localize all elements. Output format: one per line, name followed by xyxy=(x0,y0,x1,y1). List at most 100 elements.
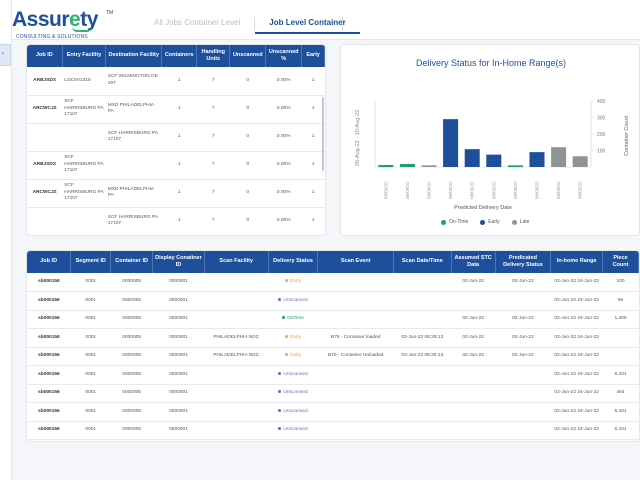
detail-table-cell-disp: 0000001 xyxy=(152,365,205,385)
detail-table-cell-stc: 02-Jun-22 xyxy=(451,273,496,292)
chart-bar xyxy=(421,165,437,167)
job-table-cell-handling: 7 xyxy=(196,67,230,96)
detail-table-cell-event xyxy=(317,384,394,403)
legend-label: Early xyxy=(488,219,500,225)
table-row[interactable]: sb000156 0001 0000005 0000001 PHILADELPHIA N… xyxy=(27,328,639,348)
tab-all-jobs-container-level[interactable]: All Jobs Container Level xyxy=(154,18,241,27)
detail-table-header[interactable]: Delivery Status xyxy=(268,251,319,273)
detail-table-cell-job: sb000156 xyxy=(27,402,71,422)
job-table-cell-job-id: ARCWCJZ xyxy=(27,179,63,208)
detail-table-cell-pred xyxy=(495,384,551,403)
status-badge: Unscanned xyxy=(278,390,308,395)
legend-item[interactable]: On-Time xyxy=(441,219,468,225)
legend-label: On-Time xyxy=(449,219,469,225)
rail-expand-tab[interactable]: › xyxy=(0,44,11,66)
detail-table-header[interactable]: Scan Date/Time xyxy=(393,251,452,273)
table-row[interactable]: ARBJSDX SCF HARRISBURG PA 17107 1 7 0 0.00% 1 xyxy=(27,151,325,180)
status-badge: Unscanned xyxy=(278,409,308,414)
detail-table-cell-stc: 02-Jun-22 xyxy=(451,328,496,348)
table-row[interactable]: sb000156 0001 0000005 0000001 Unscanned 02-Ju… xyxy=(27,365,639,385)
detail-table-header[interactable]: In-home Range xyxy=(550,251,604,273)
detail-table-header[interactable]: Assumed STC Data xyxy=(451,251,496,273)
detail-table-cell-job: sb000156 xyxy=(27,347,71,366)
table-row[interactable]: ARBJSDX LOC6V2318 SCF WILMINGTON DE 197 1 7 0… xyxy=(27,67,325,96)
detail-table-header[interactable]: Scan Event xyxy=(317,251,394,273)
detail-table-cell-pred: 02-Jun-22 xyxy=(495,310,551,329)
x-tick-label: 08/09/22 xyxy=(383,181,388,199)
table-row[interactable]: sb000156 0001 0000005 0000001 Unscanned 02-Ju… xyxy=(27,402,639,422)
table-row[interactable]: sb000156 0001 0000005 0000001 Unscanned 02-Ju… xyxy=(27,421,639,440)
detail-table-cell-pred: 02-Jun-22 xyxy=(495,347,551,366)
table-row[interactable]: sb000156 0001 0000005 0000001 Unscanned 02-Ju… xyxy=(27,291,639,311)
detail-table-cell-seg: 0001 xyxy=(70,384,111,403)
y-tick-label: 100 xyxy=(597,149,606,155)
job-table-cell-containers: 1 xyxy=(161,179,197,208)
detail-table-header[interactable]: Job ID xyxy=(27,251,72,273)
job-table-cell-entry xyxy=(62,123,106,152)
detail-table-header[interactable]: Container ID xyxy=(110,251,154,273)
detail-table-cell-seg: 0001 xyxy=(70,328,111,348)
job-table-header[interactable]: Entry Facility xyxy=(62,45,107,67)
x-tick-label: 08/09/22 xyxy=(427,181,432,199)
detail-table-cell-job: sb000156 xyxy=(27,384,71,403)
detail-table-cell-cid: 0000005 xyxy=(110,273,153,292)
detail-table-cell-stc xyxy=(451,291,496,311)
y-axis-label: Container Count xyxy=(624,115,630,156)
table-row[interactable]: sb000156 0001 0000005 0000001 Early 02-Jun-22… xyxy=(27,273,639,292)
detail-table-cell-pieces xyxy=(602,347,639,366)
in-home-range-cell: 02-Jun-22 24-Jun-22 xyxy=(550,273,603,292)
detail-table-cell-seg: 0001 xyxy=(70,291,111,311)
job-table-header[interactable]: Destination Facility xyxy=(105,45,163,67)
detail-table-header[interactable]: Predicated Delivery Status xyxy=(495,251,552,273)
x-tick-label: 08/09/22 xyxy=(578,181,583,199)
job-table-cell-dest: SCF WILMINGTON DE 197 xyxy=(105,67,162,96)
chart-bar xyxy=(443,119,459,167)
x-tick-label: 08/09/22 xyxy=(556,181,561,199)
table-row[interactable]: sb000156 0001 0000005 0000001 Unscanned 02-Ju… xyxy=(27,384,639,403)
table-row[interactable]: SCF HARRISBURG PA 17107 1 7 0 0.00% 1 xyxy=(27,207,325,235)
detail-table-cell-event xyxy=(317,310,394,329)
detail-table-cell-fac: PHILADELPHIA NDC xyxy=(204,328,269,348)
detail-table-header[interactable]: Display Conatiner ID xyxy=(152,251,205,273)
in-home-range-cell: 02-Jun-22 24-Jun-22 xyxy=(550,402,603,422)
legend-item[interactable]: Late xyxy=(511,219,529,225)
job-table-header[interactable]: Unscanned xyxy=(229,45,267,67)
job-table-header[interactable]: Unscanned % xyxy=(265,45,303,67)
job-table-header[interactable]: Early xyxy=(301,45,325,67)
x-tick-label: 08/09/22 xyxy=(491,181,496,199)
job-table-header[interactable]: Handling Units xyxy=(196,45,231,67)
detail-table-cell-event: B78 - Container loaded xyxy=(317,328,394,348)
status-badge: Early xyxy=(285,353,301,358)
table-row[interactable]: ARCWCJZ SCF HARRISBURG PA 17107 MXD PHILAD… xyxy=(27,95,325,124)
container-detail-table: Job ID Segment ID Container ID Display Cona… xyxy=(27,251,639,440)
tab-job-level-container[interactable]: Job Level Container xyxy=(255,14,360,34)
detail-table-cell-pieces xyxy=(602,328,639,348)
detail-table-cell-fac xyxy=(204,273,269,292)
x-tick-label: 08/09/22 xyxy=(535,181,540,199)
job-table-scrollbar[interactable] xyxy=(322,97,324,171)
legend-swatch-icon xyxy=(480,219,486,225)
status-badge: Early xyxy=(285,335,301,340)
table-row[interactable]: SCF HARRISBURG PA 17107 1 7 0 0.00% 1 xyxy=(27,123,325,152)
job-table-cell-dest xyxy=(105,151,162,180)
detail-table-header[interactable]: Scan Facility xyxy=(204,251,269,273)
job-table-cell-handling: 7 xyxy=(196,179,230,208)
status-dot-icon xyxy=(278,427,282,431)
detail-table-cell-stc xyxy=(451,365,496,385)
detail-table-cell-job: sb000156 xyxy=(27,291,71,311)
table-row[interactable]: sb000156 0001 0000005 0000001 OnTime 02-Jun-2… xyxy=(27,310,639,329)
table-row[interactable]: sb000156 0001 0000005 0000001 PHILADELPHIA N… xyxy=(27,347,639,366)
job-table-header[interactable]: Containers xyxy=(161,45,198,67)
legend-item[interactable]: Early xyxy=(480,219,500,225)
container-detail-card: Job ID Segment ID Container ID Display Cona… xyxy=(26,250,640,442)
table-row[interactable]: ARCWCJZ SCF HARRISBURG PA 17107 MXD PHILAD… xyxy=(27,179,325,208)
detail-table-cell-fac xyxy=(204,310,269,329)
detail-table-cell-event: B7b - Container Unloaded xyxy=(317,347,394,366)
in-home-range-cell: 02-Jun-22 24-Jun-22 xyxy=(550,384,603,403)
detail-table-header[interactable]: Piece Count xyxy=(602,251,639,273)
detail-table-cell-fac xyxy=(204,402,269,422)
detail-table-cell-pred: 02-Jun-22 xyxy=(495,273,551,292)
detail-table-header[interactable]: Segment ID xyxy=(70,251,112,273)
chart-legend: On-Time Early Late xyxy=(441,219,529,225)
job-table-header[interactable]: Job ID xyxy=(27,45,63,67)
